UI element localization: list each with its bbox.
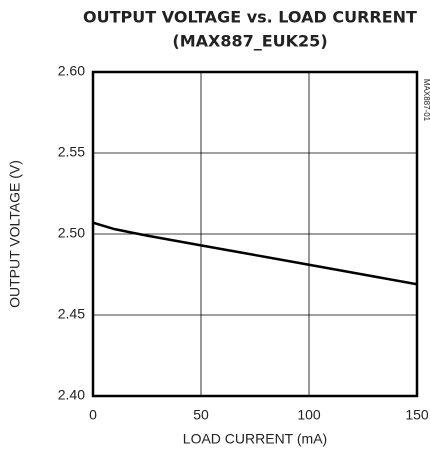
x-tick-label: 100 <box>297 407 321 423</box>
y-tick-label: 2.40 <box>58 387 85 403</box>
x-axis-label: LOAD CURRENT (mA) <box>183 431 327 447</box>
y-tick-label: 2.55 <box>58 144 85 160</box>
x-tick-label: 50 <box>193 407 209 423</box>
data-line <box>92 221 418 286</box>
y-tick-label: 2.60 <box>58 63 85 79</box>
annotation: MAX887-01 <box>422 79 430 122</box>
y-tick-label: 2.50 <box>58 225 85 241</box>
y-axis-label: OUTPUT VOLTAGE (V) <box>7 160 23 308</box>
plot-frame <box>91 70 419 398</box>
chart-subtitle: (MAX887_EUK25) <box>172 32 327 51</box>
x-tick-label: 150 <box>405 407 429 423</box>
chart-title: OUTPUT VOLTAGE vs. LOAD CURRENT <box>83 8 417 27</box>
x-tick-label: 0 <box>89 407 97 423</box>
y-tick-label: 2.45 <box>58 306 85 322</box>
